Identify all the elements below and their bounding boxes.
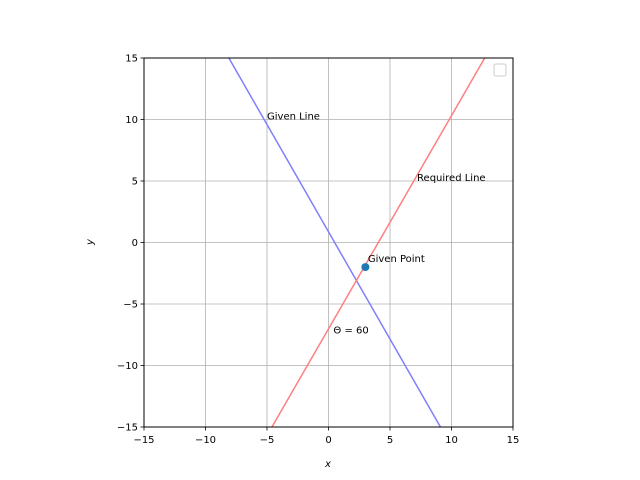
x-tick-label: 0 (325, 435, 331, 446)
y-tick-label: −10 (117, 361, 138, 372)
annotation-label: Required Line (417, 173, 486, 184)
y-tick-label: −5 (123, 300, 138, 311)
x-tick-label: 10 (445, 435, 458, 446)
given-point-marker (361, 263, 370, 272)
x-axis-label: x (324, 459, 331, 470)
series-layer (228, 58, 486, 427)
annotation-label: Θ = 60 (333, 326, 368, 337)
x-tick-label: −15 (133, 435, 154, 446)
x-tick-label: 5 (387, 435, 393, 446)
ticks-layer: −15 −10 −5 0 5 10 15 −15 −10 −5 0 5 10 15 (117, 54, 519, 447)
y-tick-label: 5 (132, 177, 138, 188)
x-tick-label: 15 (507, 435, 520, 446)
y-tick-label: 10 (125, 115, 138, 126)
annotations-layer: Given Line Required Line Given Point Θ = 60 (267, 112, 486, 337)
y-tick-label: −15 (117, 423, 138, 434)
annotation-label: Given Line (267, 112, 320, 123)
y-axis-label: y (85, 238, 96, 246)
points-layer (361, 263, 370, 272)
y-tick-label: 15 (125, 54, 138, 65)
annotation-label: Given Point (368, 254, 425, 265)
given-line-series (228, 58, 442, 427)
required-line-series (271, 58, 486, 427)
x-tick-label: −10 (195, 435, 216, 446)
legend-box (493, 63, 507, 77)
y-tick-label: 0 (132, 238, 138, 249)
x-tick-label: −5 (260, 435, 275, 446)
